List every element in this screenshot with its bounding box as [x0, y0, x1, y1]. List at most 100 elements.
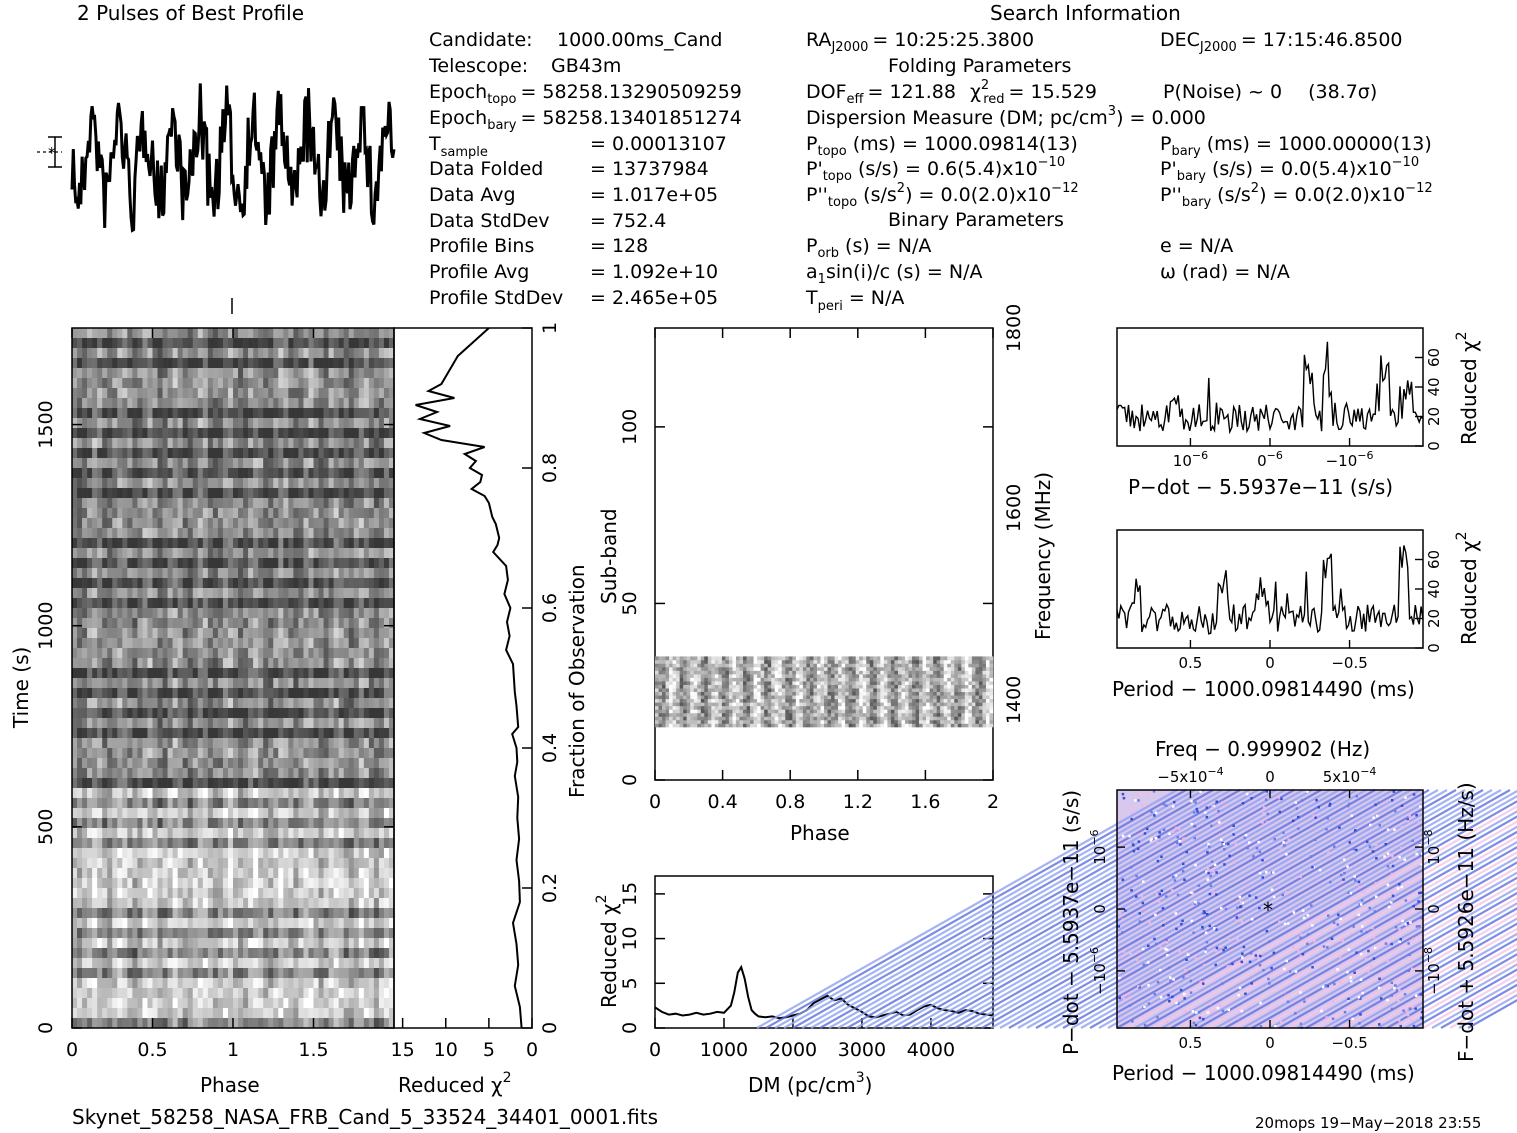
heatmap-cell	[328, 778, 334, 789]
heatmap-cell	[273, 588, 279, 599]
heatmap-cell	[222, 958, 229, 969]
heatmap-cell	[142, 838, 148, 849]
heatmap-cell	[353, 338, 360, 349]
heatmap-cell	[227, 388, 234, 399]
heatmap-cell	[77, 708, 83, 719]
dof-value: = 121.88	[867, 81, 955, 103]
heatmap-cell	[298, 448, 304, 459]
heatmap-cell	[107, 828, 113, 839]
heatmap-cell	[338, 548, 344, 559]
heatmap-cell	[167, 718, 173, 729]
heatmap-cell	[338, 588, 344, 599]
heatmap-cell	[197, 938, 204, 949]
heatmap-cell	[102, 338, 108, 349]
heatmap-cell	[328, 918, 334, 929]
subband-cell	[922, 716, 927, 721]
heatmap-cell	[338, 358, 344, 369]
heatmap-cell	[112, 398, 118, 409]
heatmap-cell	[298, 418, 304, 429]
heatmap-cell	[298, 698, 304, 709]
heatmap-cell	[127, 628, 133, 639]
heatmap-cell	[137, 978, 143, 989]
heatmap-cell	[157, 728, 163, 739]
heatmap-cell	[157, 428, 163, 439]
heatmap-cell	[323, 468, 329, 479]
heatmap-cell	[363, 478, 370, 489]
heatmap-cell	[298, 978, 304, 989]
subband-cell	[658, 719, 663, 724]
heatmap-cell	[202, 488, 209, 499]
heatmap-cell	[157, 528, 163, 539]
heatmap-cell	[363, 678, 370, 689]
heatmap-cell	[202, 358, 209, 369]
heatmap-cell	[162, 838, 168, 849]
heatmap-cell	[303, 948, 309, 959]
heatmap-cell	[77, 398, 83, 409]
heatmap-cell	[172, 808, 178, 819]
heatmap-cell	[197, 618, 204, 629]
subband-cell	[978, 716, 983, 721]
heatmap-cell	[172, 528, 178, 539]
heatmap-cell	[253, 748, 259, 759]
subband-cell	[982, 716, 987, 721]
heatmap-cell	[152, 648, 158, 659]
heatmap-cell	[333, 748, 339, 759]
heatmap-cell	[207, 608, 214, 619]
heatmap-cell	[182, 948, 189, 959]
tperi-label: T	[805, 287, 818, 309]
heatmap-cell	[358, 688, 365, 699]
heatmap-cell	[112, 358, 118, 369]
heatmap-cell	[348, 638, 355, 649]
heatmap-cell	[202, 768, 209, 779]
heatmap-cell	[323, 658, 329, 669]
heatmap-cell	[258, 608, 264, 619]
heatmap-cell	[378, 508, 385, 519]
heatmap-cell	[177, 718, 183, 729]
heatmap-cell	[373, 908, 380, 919]
heatmap-cell	[192, 648, 199, 659]
heatmap-cell	[303, 588, 309, 599]
heatmap-cell	[187, 448, 194, 459]
heatmap-cell	[97, 778, 103, 789]
heatmap-cell	[343, 458, 350, 469]
heatmap-cell	[368, 498, 375, 509]
heatmap-cell	[167, 978, 173, 989]
heatmap-cell	[388, 388, 395, 399]
heatmap-cell	[137, 498, 143, 509]
heatmap-cell	[243, 568, 249, 579]
heatmap-cell	[192, 518, 199, 529]
heatmap-cell	[77, 908, 83, 919]
subband-cell	[714, 712, 719, 717]
heatmap-cell	[227, 578, 234, 589]
x-tick-label: 15	[391, 1039, 415, 1061]
heatmap-cell	[288, 478, 294, 489]
heatmap-cell	[333, 408, 339, 419]
chi-sub: red	[983, 92, 1004, 107]
heatmap-cell	[212, 448, 219, 459]
heatmap-cell	[162, 368, 168, 379]
heatmap-cell	[172, 958, 178, 969]
heatmap-cell	[112, 498, 118, 509]
heatmap-cell	[137, 788, 143, 799]
heatmap-cell	[288, 548, 294, 559]
heatmap-cell	[353, 468, 360, 479]
heatmap-cell	[212, 588, 219, 599]
heatmap-cell	[227, 948, 234, 959]
heatmap-cell	[227, 608, 234, 619]
heatmap-cell	[92, 898, 98, 909]
heatmap-cell	[87, 658, 93, 669]
heatmap-cell	[177, 388, 183, 399]
heatmap-cell	[172, 398, 178, 409]
heatmap-cell	[172, 778, 178, 789]
heatmap-cell	[243, 478, 249, 489]
heatmap-cell	[187, 858, 194, 869]
heatmap-cell	[182, 388, 189, 399]
heatmap-cell	[293, 898, 299, 909]
heatmap-cell	[217, 918, 224, 929]
subband-cell	[735, 712, 740, 717]
subband-cell	[936, 712, 941, 717]
heatmap-cell	[268, 938, 274, 949]
heatmap-cell	[187, 418, 194, 429]
subband-cell	[869, 719, 874, 724]
heatmap-cell	[182, 518, 189, 529]
